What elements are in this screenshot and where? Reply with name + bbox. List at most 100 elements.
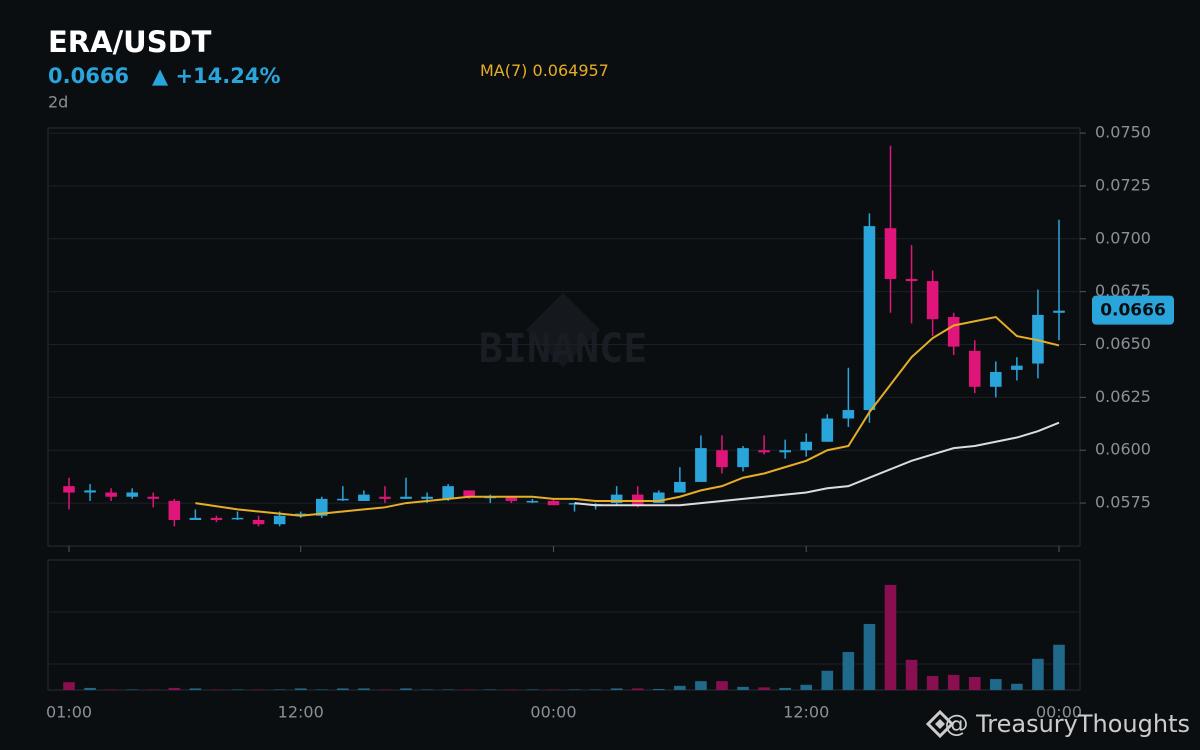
volume-bar [526, 689, 539, 690]
volume-bar [442, 689, 454, 690]
candle-body [400, 496, 412, 499]
candle-body [947, 317, 960, 347]
candle-body [905, 278, 918, 282]
candle-body [337, 498, 349, 501]
candle-body [737, 448, 749, 468]
y-tick-label: 0.0700 [1095, 228, 1151, 247]
credit: @ TreasuryThoughts [945, 710, 1190, 738]
volume-bar [273, 689, 286, 690]
volume-bar [926, 675, 939, 690]
x-tick-label: 00:00 [1036, 703, 1082, 722]
candle-body [1032, 314, 1044, 364]
candle-body [779, 450, 791, 453]
volume-bar [1053, 644, 1065, 690]
candle-body [126, 492, 138, 497]
volume-bar [610, 688, 623, 690]
candle-body [758, 450, 770, 453]
volume-bar [84, 687, 96, 690]
volume-bar [168, 687, 181, 690]
candle-body [379, 496, 391, 499]
candle-body [842, 410, 855, 419]
candle-body [147, 496, 160, 499]
volume-bar [758, 687, 770, 690]
volume-bar [905, 659, 918, 690]
legend-value: 0.064957 [533, 61, 609, 80]
volume-bar [990, 679, 1002, 690]
volume-bar [547, 689, 560, 690]
candle-body [189, 517, 202, 520]
volume-bar [337, 688, 349, 690]
y-tick-label: 0.0600 [1095, 440, 1151, 459]
y-tick-label: 0.0625 [1095, 387, 1151, 406]
volume-bar [652, 688, 665, 690]
volume-bar [189, 688, 202, 690]
candle-body [547, 500, 560, 506]
volume-bar [358, 688, 370, 690]
candle-body [442, 486, 454, 499]
candle-body [210, 517, 223, 520]
volume-bar [968, 677, 981, 690]
candle-body [231, 517, 244, 520]
volume-bar [842, 652, 855, 690]
candle-body [652, 492, 665, 504]
volume-bar [105, 689, 117, 690]
volume-bar [210, 689, 223, 690]
candle-body [716, 450, 728, 468]
volume-bar [589, 689, 602, 690]
candle-body [63, 486, 75, 493]
volume-bar [1032, 658, 1044, 690]
y-tick-label: 0.0675 [1095, 281, 1151, 300]
volume-bar [568, 689, 581, 690]
volume-bar [126, 689, 138, 690]
candle-body [884, 228, 897, 279]
volume-bar [884, 584, 897, 690]
volume-bar [800, 684, 813, 690]
candle-body [84, 490, 96, 493]
candle-body [968, 350, 981, 387]
y-tick-label: 0.0650 [1095, 334, 1151, 353]
volume-bar [779, 687, 791, 690]
candle-body [105, 492, 117, 497]
volume-bar [379, 689, 391, 690]
y-tick-label: 0.0575 [1095, 493, 1151, 512]
volume-bar [231, 689, 244, 690]
legend-entry: MA(7) 0.064957 [480, 61, 609, 80]
watermark-logo [526, 293, 600, 367]
volume-bar [147, 689, 160, 690]
volume-bar [1011, 683, 1023, 690]
candle-body [1011, 365, 1023, 370]
volume-bar [421, 689, 433, 690]
candle-body [505, 496, 518, 501]
ma-line [574, 421, 1060, 507]
volume-bar [400, 688, 412, 690]
price-tag: 0.0666 [1100, 301, 1166, 321]
pair-title: ERA/USDT [48, 25, 212, 59]
candle-body [990, 371, 1002, 387]
candle-body [674, 481, 686, 493]
candle-body [168, 500, 181, 520]
candle-body [273, 515, 286, 525]
price-change: ▲ +14.24% [152, 64, 281, 88]
legend-name: MA(7) [480, 61, 527, 80]
candle-body [631, 494, 644, 506]
candle-body [863, 226, 876, 411]
volume-bar [716, 681, 728, 690]
volume-bar [294, 688, 307, 690]
volume-bar [863, 623, 876, 690]
volume-bar [315, 689, 328, 690]
price-tag-bg [1092, 295, 1174, 325]
price-panel [47, 127, 1081, 547]
x-tick-label: 00:00 [530, 703, 576, 722]
volume-bar [821, 670, 834, 690]
y-tick-label: 0.0750 [1095, 123, 1151, 142]
candle-body [315, 498, 328, 516]
candle-body [463, 490, 476, 497]
candle-body [695, 448, 707, 482]
last-price: 0.0666 [48, 64, 129, 88]
y-tick-label: 0.0725 [1095, 175, 1151, 194]
volume-bar [63, 682, 75, 690]
volume-bar [674, 685, 686, 690]
volume-bar [695, 681, 707, 690]
